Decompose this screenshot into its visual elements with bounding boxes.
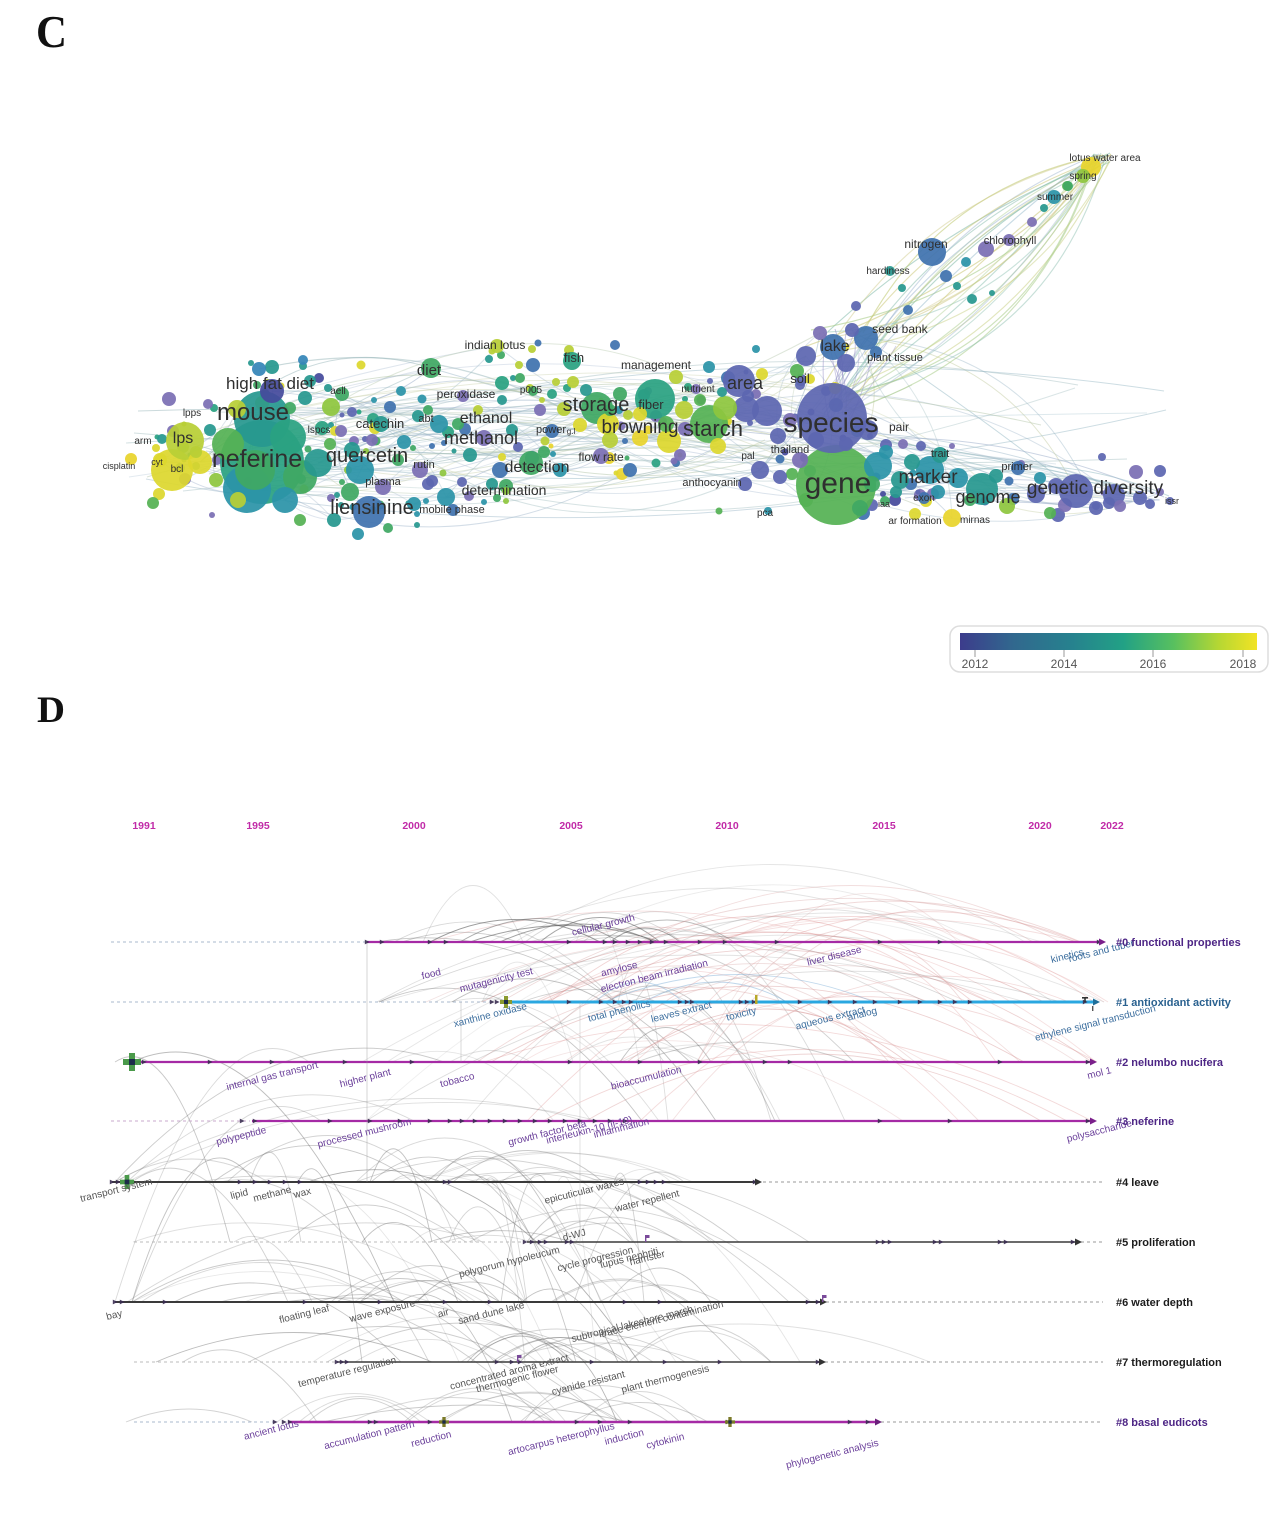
- svg-text:species: species: [784, 407, 879, 438]
- svg-text:starch: starch: [683, 416, 743, 441]
- svg-text:seed bank: seed bank: [872, 322, 928, 336]
- svg-text:methanol: methanol: [444, 428, 518, 448]
- svg-text:#0 functional properties: #0 functional properties: [1116, 937, 1241, 949]
- svg-text:nutrient: nutrient: [681, 384, 715, 395]
- svg-text:D: D: [37, 690, 65, 731]
- svg-text:2010: 2010: [715, 820, 739, 832]
- svg-text:trait: trait: [931, 448, 949, 460]
- svg-text:mobile phase: mobile phase: [419, 504, 484, 516]
- svg-text:issr: issr: [1165, 496, 1179, 506]
- svg-text:exon: exon: [913, 493, 935, 504]
- svg-text:peroxidase: peroxidase: [437, 387, 496, 401]
- svg-text:iaa: iaa: [878, 499, 890, 509]
- svg-text:lps: lps: [173, 430, 193, 447]
- svg-text:indian lotus: indian lotus: [465, 338, 526, 352]
- svg-text:lpps: lpps: [183, 408, 201, 419]
- svg-text:power: power: [536, 424, 566, 436]
- svg-text:catechin: catechin: [356, 416, 404, 431]
- svg-text:quercetin: quercetin: [326, 445, 408, 467]
- svg-text:management: management: [621, 358, 692, 372]
- svg-text:#1 antioxidant activity: #1 antioxidant activity: [1116, 997, 1232, 1009]
- svg-text:pal: pal: [741, 451, 754, 462]
- svg-text:bay: bay: [105, 1308, 123, 1323]
- svg-text:1991: 1991: [132, 820, 156, 832]
- svg-text:d-WJ: d-WJ: [562, 1227, 587, 1243]
- svg-text:#8 basal eudicots: #8 basal eudicots: [1116, 1417, 1208, 1429]
- svg-text:2012: 2012: [962, 657, 989, 671]
- svg-text:ar formation: ar formation: [888, 516, 941, 527]
- svg-text:thailand: thailand: [771, 444, 810, 456]
- svg-text:2015: 2015: [872, 820, 896, 832]
- svg-text:food: food: [421, 967, 443, 982]
- svg-text:#3 neferine: #3 neferine: [1116, 1116, 1174, 1128]
- svg-text:fiber: fiber: [638, 397, 664, 412]
- svg-text:plant tissue: plant tissue: [867, 352, 923, 364]
- svg-text:C: C: [36, 6, 67, 57]
- svg-text:1995: 1995: [246, 820, 270, 832]
- svg-text:air: air: [437, 1307, 451, 1321]
- svg-text:liensinine: liensinine: [330, 497, 413, 519]
- svg-text:lspcs: lspcs: [308, 425, 331, 436]
- svg-text:bcl: bcl: [171, 464, 184, 475]
- svg-text:ethanol: ethanol: [460, 410, 513, 427]
- svg-text:g.l: g.l: [567, 427, 576, 436]
- svg-text:pair: pair: [889, 420, 909, 434]
- svg-text:lipid: lipid: [229, 1187, 249, 1202]
- svg-text:nitrogen: nitrogen: [904, 237, 947, 251]
- svg-text:soil: soil: [790, 371, 810, 386]
- svg-text:2016: 2016: [1140, 657, 1167, 671]
- svg-text:hardiness: hardiness: [866, 266, 909, 277]
- svg-text:storage: storage: [563, 394, 630, 416]
- svg-text:anthocyanin: anthocyanin: [682, 477, 741, 489]
- svg-text:pca: pca: [757, 508, 774, 519]
- svg-text:fish: fish: [564, 350, 584, 365]
- svg-text:#4 leave: #4 leave: [1116, 1177, 1159, 1189]
- svg-text:spring: spring: [1069, 171, 1096, 182]
- svg-text:arm: arm: [134, 436, 151, 447]
- svg-text:detection: detection: [505, 459, 570, 476]
- svg-text:genome: genome: [955, 487, 1020, 507]
- svg-text:p005: p005: [520, 385, 543, 396]
- svg-text:#5 proliferation: #5 proliferation: [1116, 1237, 1196, 1249]
- svg-text:lotus water area: lotus water area: [1069, 153, 1141, 164]
- svg-text:2020: 2020: [1028, 820, 1052, 832]
- svg-text:genetic diversity: genetic diversity: [1027, 478, 1164, 499]
- svg-text:2005: 2005: [559, 820, 583, 832]
- svg-text:mirnas: mirnas: [960, 515, 990, 526]
- svg-text:chlorophyll: chlorophyll: [984, 235, 1037, 247]
- svg-text:rutin: rutin: [413, 459, 434, 471]
- svg-text:2018: 2018: [1230, 657, 1257, 671]
- svg-text:2022: 2022: [1100, 820, 1124, 832]
- svg-text:browning: browning: [601, 417, 678, 438]
- svg-text:#7 thermoregulation: #7 thermoregulation: [1116, 1357, 1222, 1369]
- svg-text:diet: diet: [417, 362, 442, 379]
- svg-text:primer: primer: [1001, 461, 1033, 473]
- svg-text:marker: marker: [898, 467, 958, 488]
- svg-text:summer: summer: [1037, 192, 1074, 203]
- svg-text:#6 water depth: #6 water depth: [1116, 1297, 1193, 1309]
- svg-text:area: area: [727, 373, 764, 393]
- svg-text:abt: abt: [418, 413, 433, 425]
- svg-text:2000: 2000: [402, 820, 426, 832]
- svg-text:cyt: cyt: [151, 457, 163, 467]
- svg-text:2014: 2014: [1051, 657, 1078, 671]
- svg-text:neferine: neferine: [212, 445, 302, 473]
- svg-text:flow rate: flow rate: [578, 450, 624, 464]
- svg-text:#2 nelumbo nucifera: #2 nelumbo nucifera: [1116, 1057, 1224, 1069]
- svg-text:wax: wax: [291, 1186, 312, 1201]
- svg-text:lake: lake: [820, 338, 849, 355]
- svg-text:plasma: plasma: [365, 476, 401, 488]
- svg-text:aell: aell: [330, 386, 346, 397]
- svg-text:cisplatin: cisplatin: [103, 461, 136, 471]
- svg-text:determination: determination: [462, 482, 547, 498]
- svg-text:gene: gene: [805, 467, 872, 500]
- svg-text:mouse: mouse: [217, 399, 289, 426]
- svg-text:high fat diet: high fat diet: [226, 374, 314, 393]
